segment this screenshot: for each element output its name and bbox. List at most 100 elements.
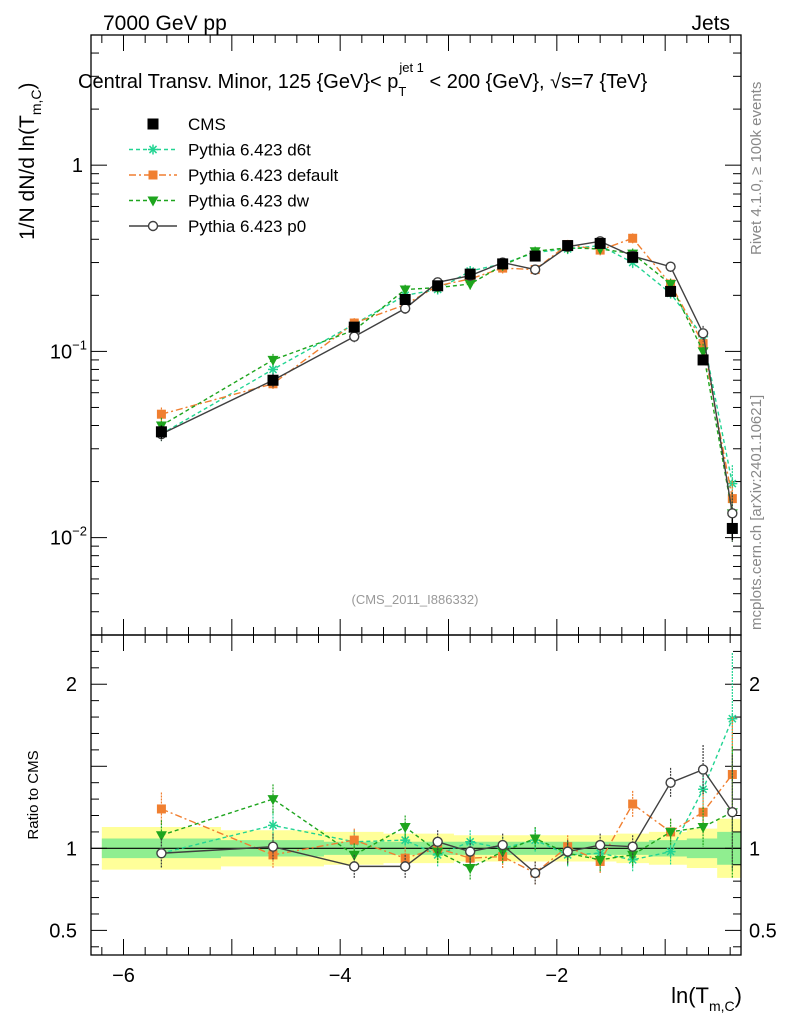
- legend-marker: [148, 170, 158, 180]
- marker-stroke: [268, 821, 278, 830]
- series-line: [161, 244, 734, 484]
- title-sup: jet 1: [398, 60, 424, 75]
- marker-stroke: [401, 836, 410, 845]
- x-label-main: ln(T: [671, 983, 709, 1008]
- y-axis-label: 1/N dN/d ln(Tm,C): [16, 82, 44, 240]
- data-point: [432, 280, 444, 292]
- data-point: [399, 285, 411, 296]
- y-tick-label: 10−2: [50, 524, 87, 550]
- ratio-point: [627, 841, 638, 852]
- legend-item-d6t: Pythia 6.423 d6t: [129, 141, 311, 160]
- data-point: [348, 321, 360, 333]
- ratio-point: [627, 850, 639, 861]
- marker-stroke: [666, 847, 675, 856]
- ratio-point: [399, 823, 411, 833]
- legend-item-p0: Pythia 6.423 p0: [129, 217, 306, 236]
- data-point: [727, 508, 738, 519]
- ratio-point: [497, 839, 508, 851]
- series-cms: [155, 237, 738, 541]
- data-point: [267, 355, 279, 366]
- legend-item-cms: CMS: [147, 115, 226, 134]
- ratio-point: [594, 839, 606, 851]
- ratio-tick-label-right: 0.5: [749, 920, 777, 942]
- data-point: [464, 268, 476, 280]
- data-point: [697, 354, 709, 366]
- legend-marker: [148, 144, 158, 155]
- data-point: [697, 328, 709, 339]
- legend-label: Pythia 6.423 dw: [188, 192, 310, 211]
- ratio-point: [432, 836, 443, 847]
- y-label-sub: m,C: [28, 89, 44, 115]
- ratio-point: [594, 855, 606, 866]
- ratio-point: [562, 846, 573, 857]
- legend-item-default: Pythia 6.423 default: [129, 166, 339, 185]
- ratio-point: [156, 804, 166, 814]
- ratio-point: [665, 846, 676, 857]
- title-sub: T: [398, 84, 406, 99]
- ratio-point: [727, 807, 738, 818]
- legend-label: Pythia 6.423 p0: [188, 217, 306, 236]
- series-line: [161, 247, 734, 514]
- data-point: [562, 240, 574, 252]
- legend-marker: [147, 220, 159, 232]
- ratio-point: [268, 820, 278, 831]
- data-point: [665, 285, 677, 297]
- ratio-point: [156, 848, 167, 859]
- ratio-point: [349, 835, 359, 845]
- marker-stroke: [728, 479, 737, 488]
- series-dw: [155, 242, 738, 542]
- ratio-point: [628, 799, 638, 809]
- legend-marker: [147, 196, 159, 207]
- x-tick-label: −2: [545, 965, 568, 987]
- ratio-point: [529, 867, 541, 879]
- legend-label: Pythia 6.423 d6t: [188, 141, 311, 160]
- ratio-line: [161, 798, 733, 869]
- data-point: [529, 264, 541, 275]
- header-left: 7000 GeV pp: [103, 12, 227, 35]
- y-tick-label: 1: [72, 155, 83, 177]
- data-point: [399, 293, 411, 305]
- data-point: [156, 409, 166, 419]
- data-point: [497, 258, 509, 270]
- x-tick-label: −4: [329, 965, 352, 987]
- title-suffix: < 200 {GeV}, √s=7 {TeV}: [424, 71, 648, 93]
- ratio-tick-label-left: 2: [66, 674, 77, 696]
- data-point: [665, 261, 676, 272]
- y-label-close: ): [16, 82, 39, 89]
- ratio-point: [464, 846, 476, 857]
- series-line: [161, 240, 734, 514]
- x-tick-label: −6: [112, 965, 135, 987]
- marker-stroke: [148, 145, 158, 154]
- data-point: [726, 522, 738, 534]
- ratio-plot-area: −6 −4 −2 2 2 1 1 0.5 0.5: [49, 634, 777, 987]
- marker-stroke: [268, 365, 278, 374]
- data-point: [665, 280, 677, 291]
- ratio-point: [665, 827, 677, 838]
- x-axis-label: ln(Tm,C): [671, 983, 742, 1014]
- x-label-sub: m,C: [709, 998, 735, 1014]
- legend-label: CMS: [188, 115, 226, 134]
- ratio-point: [267, 841, 279, 852]
- ratio-point: [697, 764, 709, 775]
- analysis-watermark: (CMS_2011_I886332): [352, 592, 479, 607]
- ratio-line: [161, 768, 733, 874]
- rivet-label: Rivet 4.1.0, ≥ 100k events: [748, 82, 765, 255]
- data-point: [267, 374, 279, 386]
- ratio-frame: [90, 634, 742, 956]
- header-right: Jets: [691, 12, 730, 35]
- ratio-point: [464, 864, 476, 875]
- data-point: [155, 426, 167, 438]
- ratio-line: [161, 774, 733, 874]
- ratio-tick-label-left: 1: [66, 838, 77, 860]
- data-point: [399, 303, 411, 314]
- y-label-main: 1/N dN/d ln(T: [16, 115, 39, 240]
- legend: CMS Pythia 6.423 d6t Pythia 6.423 default P…: [129, 115, 339, 236]
- data-point: [464, 280, 476, 291]
- data-point: [594, 237, 606, 249]
- series-p0: [156, 236, 738, 542]
- legend-item-dw: Pythia 6.423 dw: [129, 192, 310, 211]
- ratio-tick-label-right: 2: [749, 674, 760, 696]
- mcplots-label: mcplots.cern.ch [arXiv:2401.10621]: [748, 395, 765, 630]
- marker-stroke: [699, 785, 708, 794]
- ratio-point: [349, 861, 360, 872]
